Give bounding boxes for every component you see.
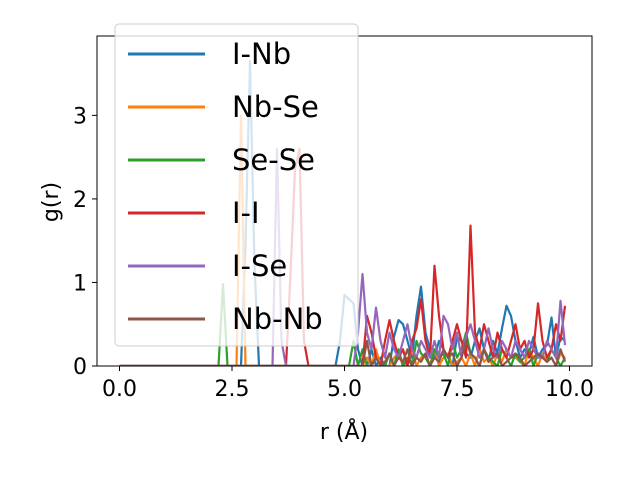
x-tick-label: 7.5 (440, 377, 475, 402)
x-tick-label: 5.0 (327, 377, 362, 402)
legend-label-nb-se: Nb-Se (232, 90, 319, 124)
series-line-i-i (119, 147, 567, 366)
legend-label-i-i: I-I (232, 196, 260, 230)
legend-box (114, 23, 359, 347)
series-line-nb-nb (119, 339, 567, 366)
legend-label-i-se: I-Se (232, 249, 287, 283)
series-line-nb-se (119, 114, 566, 366)
y-tick-label: 3 (73, 104, 87, 129)
legend: I-Nb Nb-Se Se-Se I-I I-Se Nb-Nb (114, 23, 359, 347)
legend-label-nb-nb: Nb-Nb (232, 302, 323, 336)
y-tick-label: 0 (73, 355, 87, 380)
x-tick-label: 2.5 (215, 377, 250, 402)
x-tick-label: 0.0 (102, 377, 137, 402)
x-axis-label: r (Å) (320, 418, 368, 445)
y-axis-label: g(r) (39, 182, 64, 222)
series-line-i-se (119, 147, 567, 366)
legend-label-se-se: Se-Se (232, 143, 315, 177)
x-tick-label: 10.0 (545, 377, 594, 402)
legend-label-i-nb: I-Nb (232, 37, 291, 71)
y-tick-label: 1 (73, 271, 87, 296)
y-tick-label: 2 (73, 188, 87, 213)
